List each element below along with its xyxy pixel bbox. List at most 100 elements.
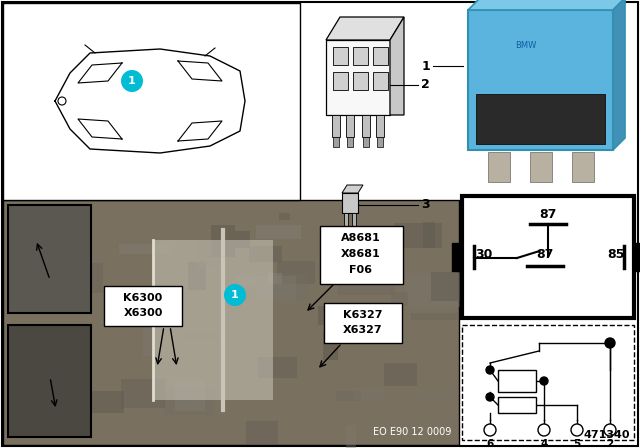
Text: 471340: 471340: [584, 430, 630, 440]
Bar: [121, 379, 165, 408]
Bar: [8, 205, 91, 313]
Bar: [530, 152, 552, 182]
Bar: [346, 425, 356, 448]
Bar: [268, 273, 282, 284]
Bar: [8, 325, 91, 437]
Text: A8681: A8681: [341, 233, 381, 243]
Bar: [344, 227, 347, 233]
Bar: [390, 233, 401, 261]
Bar: [153, 240, 273, 400]
Bar: [3, 200, 459, 445]
Text: 2: 2: [606, 439, 614, 448]
Bar: [488, 152, 510, 182]
Circle shape: [484, 424, 496, 436]
Bar: [462, 196, 634, 318]
Bar: [361, 307, 394, 319]
Bar: [256, 225, 301, 239]
Text: 5: 5: [573, 439, 580, 448]
Bar: [409, 394, 453, 401]
Polygon shape: [613, 0, 625, 150]
Bar: [257, 274, 307, 301]
Polygon shape: [326, 17, 404, 40]
Polygon shape: [468, 0, 625, 10]
Bar: [353, 388, 383, 399]
Bar: [258, 357, 297, 378]
Bar: [373, 72, 388, 90]
Circle shape: [486, 366, 494, 374]
Bar: [324, 303, 402, 343]
Text: 87: 87: [540, 207, 557, 220]
Bar: [188, 262, 206, 290]
Bar: [3, 3, 300, 200]
Bar: [462, 325, 634, 440]
Bar: [237, 276, 256, 287]
Text: 87: 87: [536, 247, 553, 260]
Circle shape: [605, 338, 615, 348]
Polygon shape: [342, 185, 363, 193]
Bar: [336, 391, 361, 401]
Bar: [338, 272, 395, 295]
Bar: [384, 363, 417, 386]
Bar: [411, 313, 459, 320]
Bar: [66, 399, 86, 426]
Text: K6300: K6300: [124, 293, 163, 303]
Bar: [394, 223, 442, 248]
Bar: [91, 263, 103, 293]
Bar: [182, 334, 230, 339]
Bar: [164, 388, 215, 415]
Text: 2: 2: [420, 78, 429, 91]
Bar: [373, 47, 388, 65]
Circle shape: [604, 424, 616, 436]
Bar: [332, 115, 340, 137]
Bar: [246, 421, 278, 445]
Bar: [498, 397, 536, 413]
Bar: [352, 213, 356, 227]
Bar: [143, 321, 153, 356]
Bar: [353, 47, 368, 65]
Bar: [431, 272, 473, 301]
Bar: [235, 231, 250, 248]
Bar: [376, 115, 384, 137]
Bar: [572, 152, 594, 182]
Bar: [249, 246, 282, 262]
Bar: [279, 213, 290, 220]
Bar: [333, 47, 348, 65]
Circle shape: [486, 393, 494, 401]
Bar: [391, 292, 408, 306]
Circle shape: [538, 424, 550, 436]
Bar: [320, 226, 403, 284]
Text: X8681: X8681: [341, 249, 381, 259]
Bar: [423, 222, 435, 248]
Circle shape: [540, 377, 548, 385]
Text: 1: 1: [128, 76, 136, 86]
Bar: [85, 391, 124, 413]
Bar: [333, 137, 339, 147]
Bar: [175, 380, 205, 411]
Bar: [211, 225, 235, 257]
Bar: [353, 72, 368, 90]
Bar: [476, 94, 605, 144]
Text: F06: F06: [349, 265, 372, 275]
Text: K6327: K6327: [343, 310, 383, 320]
Text: EO E90 12 0009: EO E90 12 0009: [372, 427, 451, 437]
Bar: [468, 10, 613, 150]
Circle shape: [571, 424, 583, 436]
Bar: [322, 232, 372, 246]
Bar: [634, 243, 640, 271]
Bar: [452, 243, 462, 271]
Text: X6327: X6327: [343, 325, 383, 335]
Text: 1: 1: [231, 290, 239, 300]
Text: 1: 1: [422, 60, 430, 73]
Text: BMW: BMW: [515, 40, 537, 49]
Bar: [323, 331, 338, 360]
Bar: [318, 306, 369, 325]
Bar: [363, 137, 369, 147]
Circle shape: [121, 70, 143, 92]
Bar: [326, 40, 390, 115]
Circle shape: [224, 284, 246, 306]
Text: 4: 4: [540, 439, 548, 448]
Text: 30: 30: [476, 247, 493, 260]
Bar: [406, 273, 460, 307]
Bar: [257, 276, 296, 301]
Bar: [347, 137, 353, 147]
